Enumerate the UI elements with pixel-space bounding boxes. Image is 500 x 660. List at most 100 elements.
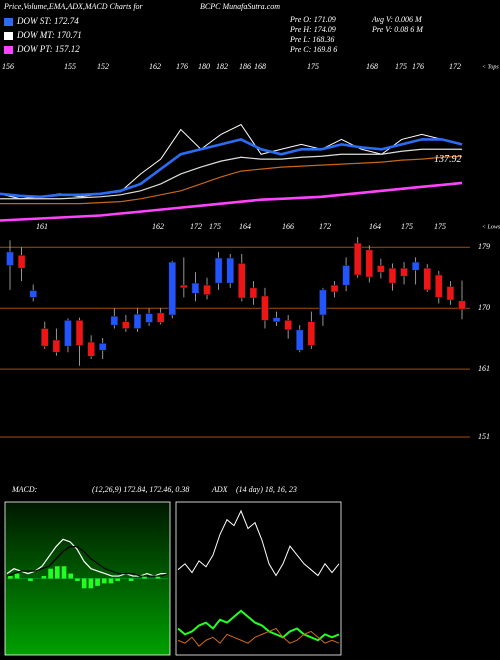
legend-swatch: [4, 46, 13, 54]
series-line: [0, 123, 463, 200]
histogram-bar: [8, 576, 13, 579]
low-label: 162: [152, 222, 164, 231]
histogram-bar: [95, 578, 100, 586]
level-label: 137.92: [434, 154, 462, 165]
histogram-bar: [108, 578, 114, 584]
legend-swatch: [4, 18, 13, 26]
y-tick-label: 151: [478, 432, 490, 441]
candle-body: [307, 321, 316, 346]
macd-title: MACD:: [11, 485, 38, 494]
top-label: 168: [366, 62, 378, 71]
candle-body: [191, 282, 200, 294]
histogram-bar: [128, 578, 134, 581]
candle-body: [17, 255, 26, 269]
page-title: Price,Volume,EMA,ADX,MACD Charts for: [3, 2, 144, 11]
top-label: 156: [2, 62, 14, 71]
stat: Pre O: 171.09: [289, 15, 336, 24]
histogram-bar: [68, 573, 74, 579]
candle-body: [122, 321, 130, 329]
y-tick-label: 161: [478, 364, 490, 373]
candle-body: [319, 289, 327, 316]
series-line: [6, 546, 169, 577]
legend-label: DOW PT: 157.12: [16, 44, 80, 54]
stat: Avg V: 0.006 M: [371, 15, 423, 24]
candle-body: [226, 257, 234, 284]
histogram-bar: [14, 573, 20, 579]
candle-body: [87, 341, 95, 357]
lows-label: < Lows: [482, 224, 500, 230]
histogram-bar: [28, 578, 33, 581]
candle-body: [330, 284, 339, 293]
macd-params: (12,26,9) 172.84, 172.46, 0.38: [92, 485, 189, 494]
stat: Pre V: 0.08 6 M: [371, 25, 424, 34]
y-tick-label: 179: [478, 242, 490, 251]
candle-body: [203, 284, 211, 295]
top-label: 180: [198, 62, 210, 71]
tops-label: < Tops: [482, 64, 499, 70]
top-label: 155: [64, 62, 76, 71]
top-label: 152: [97, 62, 109, 71]
candle-body: [6, 251, 14, 266]
histogram-bar: [48, 568, 53, 579]
histogram-bar: [115, 578, 121, 581]
candle-body: [110, 316, 119, 326]
series-line: [0, 155, 463, 205]
y-tick-label: 170: [478, 303, 490, 312]
low-label: 166: [282, 222, 294, 231]
top-label: 182: [216, 62, 228, 71]
candle-body: [41, 328, 49, 347]
candle-body: [64, 320, 72, 347]
histogram-bar: [101, 578, 107, 584]
top-label: 176: [412, 62, 424, 71]
candle-body: [133, 314, 142, 329]
candle-body: [145, 313, 153, 323]
histogram-bar: [41, 576, 47, 579]
top-label: 175: [395, 62, 407, 71]
candle-body: [272, 317, 281, 322]
candle-body: [52, 339, 61, 353]
candle-body: [377, 265, 385, 273]
candle-body: [446, 286, 455, 301]
candle-body: [411, 261, 420, 271]
candle-body: [261, 295, 269, 321]
series-line: [177, 509, 340, 577]
series-line: [0, 138, 463, 199]
low-label: 164: [369, 222, 381, 231]
series-line: [177, 627, 340, 647]
adx-title: ADX: [211, 485, 229, 494]
candle-body: [295, 329, 304, 351]
top-label: 186: [239, 62, 251, 71]
candle-body: [342, 265, 350, 286]
histogram-bar: [81, 578, 87, 589]
candle-body: [458, 300, 466, 310]
low-label: 172: [319, 222, 331, 231]
candle-body: [400, 267, 408, 277]
low-label: 175: [401, 222, 413, 231]
top-label: 172: [449, 62, 461, 71]
adx-params: (14 day) 18, 16, 23: [236, 485, 297, 494]
candle-body: [238, 263, 246, 299]
candle-body: [98, 343, 107, 351]
series-line: [177, 609, 340, 642]
site-name: BCPC MunafaSutra.com: [200, 2, 280, 11]
histogram-bar: [88, 578, 94, 589]
stat: Pre C: 169.8 6: [289, 45, 337, 54]
candle-body: [214, 257, 223, 284]
low-label: 161: [36, 222, 48, 231]
histogram-bar: [61, 566, 67, 579]
histogram-bar: [75, 578, 80, 581]
low-label: 172: [190, 222, 202, 231]
series-line: [0, 148, 462, 200]
histogram-bar: [155, 576, 161, 579]
candle-body: [168, 261, 177, 316]
adx-panel: [175, 501, 342, 656]
top-label: 176: [176, 62, 188, 71]
candle-body: [353, 242, 362, 276]
histogram-bar: [54, 566, 60, 579]
legend-swatch: [4, 32, 13, 40]
candle-body: [180, 284, 188, 289]
series-line: [0, 181, 463, 222]
top-label: 168: [254, 62, 266, 71]
legend-label: DOW MT: 170.71: [16, 30, 82, 40]
candle-body: [75, 320, 84, 346]
